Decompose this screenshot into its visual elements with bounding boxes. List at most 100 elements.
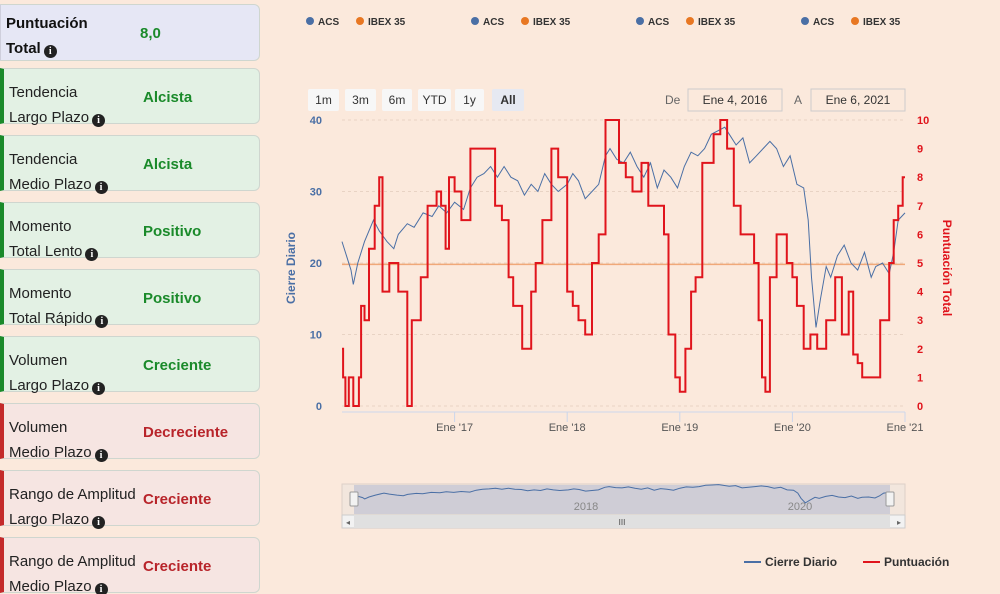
info-icon[interactable]: i — [94, 181, 108, 194]
legend-label-ibex[interactable]: IBEX 35 — [698, 17, 736, 28]
from-date-value[interactable]: Ene 4, 2016 — [703, 93, 768, 107]
legend-item-puntuacion[interactable]: Puntuación — [884, 555, 949, 569]
indicator-card: Puntuación Total i 8,0 — [0, 4, 260, 61]
legend-dot-ibex — [851, 17, 859, 25]
indicator-label-line1: Rango de Amplitud — [9, 553, 136, 570]
stock-chart: ACS IBEX 35 ACS IBEX 35 ACS IBEX 35 ACS IBEX 35… — [284, 17, 954, 569]
indicator-label-line1: Volumen — [9, 419, 68, 436]
y-right-tick-label: 5 — [917, 258, 923, 270]
info-icon[interactable]: i — [94, 583, 108, 594]
range-button-label[interactable]: 1m — [315, 93, 332, 107]
legend-label-acs[interactable]: ACS — [483, 17, 504, 28]
legend-dot-ibex — [521, 17, 529, 25]
indicator-card: Momento Total Lento i Positivo — [0, 202, 260, 261]
indicator-label-line2: Total Rápido — [9, 310, 93, 327]
y-left-tick-label: 0 — [316, 401, 322, 413]
indicator-label: Momento Total Rápido i — [9, 281, 109, 331]
indicator-value: Decreciente — [143, 423, 229, 441]
info-icon[interactable]: i — [95, 315, 109, 328]
legend-item-cierre-diario[interactable]: Cierre Diario — [765, 555, 837, 569]
from-label: De — [665, 93, 681, 107]
indicator-value: Alcista — [143, 155, 193, 173]
indicator-label-line2: Medio Plazo — [9, 444, 92, 461]
indicator-value: Positivo — [143, 289, 202, 307]
navigator-handle-left[interactable] — [349, 491, 359, 507]
indicator-label-line2: Total Lento — [9, 243, 83, 260]
indicator-label-line1: Tendencia — [9, 151, 78, 168]
legend-dot-ibex — [356, 17, 364, 25]
navigator-label: 2020 — [788, 501, 812, 513]
indicator-card: Tendencia Largo Plazo i Alcista — [0, 68, 260, 127]
indicator-value: Creciente — [143, 490, 212, 508]
to-label: A — [794, 93, 802, 107]
y-right-tick-label: 0 — [917, 401, 923, 413]
to-date-input[interactable] — [810, 88, 906, 112]
legend-label-ibex[interactable]: IBEX 35 — [863, 17, 901, 28]
range-button-label[interactable]: All — [500, 93, 515, 107]
y-left-tick-label: 40 — [310, 115, 322, 127]
indicator-card: Tendencia Medio Plazo i Alcista — [0, 135, 260, 194]
indicator-label: Rango de Amplitud Largo Plazo i — [9, 482, 136, 532]
range-button[interactable] — [308, 89, 339, 111]
info-icon[interactable]: i — [85, 248, 99, 261]
info-icon[interactable]: i — [92, 114, 106, 127]
navigator-handle-right[interactable] — [885, 491, 895, 507]
from-date-input[interactable] — [687, 88, 783, 112]
indicator-label-line1: Momento — [9, 285, 72, 302]
range-button[interactable] — [382, 89, 412, 111]
scroll-left-icon[interactable]: ◂ — [346, 518, 350, 527]
to-date-value[interactable]: Ene 6, 2021 — [826, 93, 891, 107]
legend-label-ibex[interactable]: IBEX 35 — [533, 17, 571, 28]
y-right-axis-title: Puntuación Total — [940, 220, 954, 316]
range-button-label[interactable]: 3m — [352, 93, 369, 107]
scroll-right-icon[interactable]: ▸ — [897, 518, 901, 527]
x-tick-label: Ene '20 — [774, 422, 811, 434]
indicator-label-line2: Largo Plazo — [9, 511, 90, 528]
info-icon[interactable]: i — [92, 382, 106, 395]
indicator-card: Rango de Amplitud Medio Plazo i Creciente — [0, 537, 260, 594]
range-button[interactable] — [492, 89, 524, 111]
series-puntuacion-line — [342, 119, 905, 407]
y-left-tick-label: 20 — [310, 258, 322, 270]
indicator-label: Tendencia Largo Plazo i — [9, 80, 106, 130]
range-button-label[interactable]: YTD — [423, 93, 447, 107]
y-left-tick-label: 30 — [310, 187, 322, 199]
scrollbar-thumb[interactable] — [354, 515, 890, 528]
indicator-card: Momento Total Rápido i Positivo — [0, 269, 260, 328]
y-right-tick-label: 7 — [917, 201, 923, 213]
navigator-selection[interactable] — [354, 485, 890, 514]
y-right-tick-label: 4 — [917, 287, 924, 299]
y-left-tick-label: 10 — [310, 330, 322, 342]
range-button[interactable] — [345, 89, 376, 111]
y-right-tick-label: 8 — [917, 172, 923, 184]
legend-label-acs[interactable]: ACS — [648, 17, 669, 28]
indicator-label: Volumen Largo Plazo i — [9, 348, 106, 398]
indicator-label: Tendencia Medio Plazo i — [9, 147, 108, 197]
legend-dot-acs — [471, 17, 479, 25]
info-icon[interactable]: i — [92, 516, 106, 529]
y-right-tick-label: 9 — [917, 144, 923, 156]
indicator-label-line2: Largo Plazo — [9, 109, 90, 126]
legend-label-acs[interactable]: ACS — [318, 17, 339, 28]
indicator-label-line2: Medio Plazo — [9, 578, 92, 594]
info-icon[interactable]: i — [43, 45, 57, 58]
legend-dot-acs — [801, 17, 809, 25]
info-icon[interactable]: i — [94, 449, 108, 462]
indicator-label: Rango de Amplitud Medio Plazo i — [9, 549, 136, 594]
x-tick-label: Ene '19 — [661, 422, 698, 434]
y-right-tick-label: 10 — [917, 115, 929, 127]
indicator-card: Volumen Largo Plazo i Creciente — [0, 336, 260, 395]
range-button-label[interactable]: 6m — [389, 93, 406, 107]
range-button-label[interactable]: 1y — [463, 93, 476, 107]
indicator-value: 8,0 — [140, 24, 161, 42]
legend-label-acs[interactable]: ACS — [813, 17, 834, 28]
indicator-value: Alcista — [143, 88, 193, 106]
range-button[interactable] — [455, 89, 484, 111]
legend-label-ibex[interactable]: IBEX 35 — [368, 17, 406, 28]
y-right-tick-label: 3 — [917, 315, 923, 327]
y-right-tick-label: 6 — [917, 229, 923, 241]
indicator-card: Volumen Medio Plazo i Decreciente — [0, 403, 260, 462]
range-button[interactable] — [418, 89, 451, 111]
indicator-label: Volumen Medio Plazo i — [9, 415, 108, 465]
legend-dot-ibex — [686, 17, 694, 25]
